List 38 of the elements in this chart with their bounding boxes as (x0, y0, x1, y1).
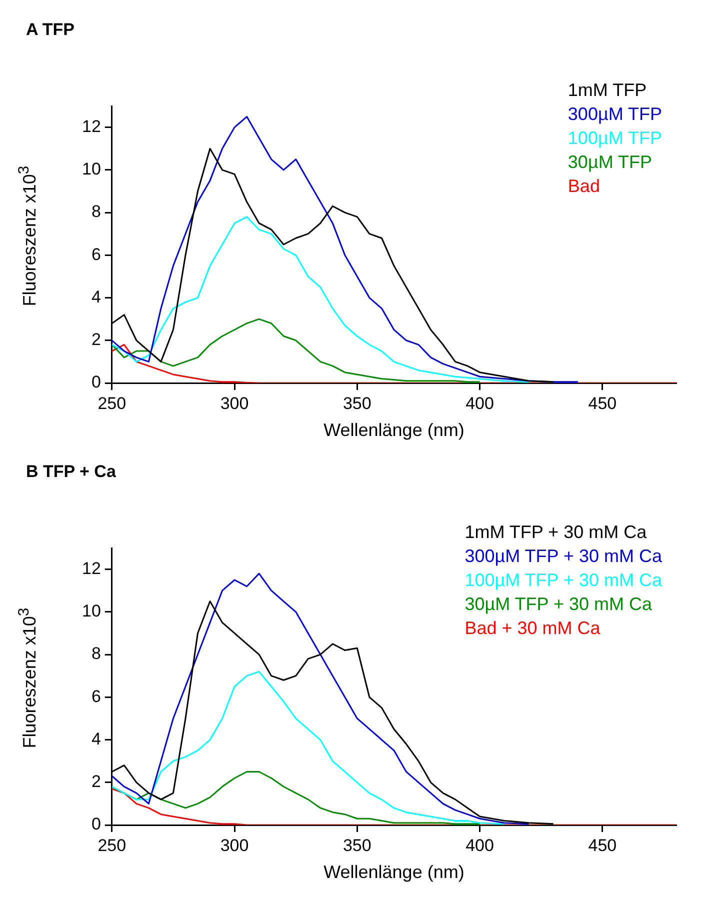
x-tick-label: 400 (466, 394, 494, 413)
x-tick-label: 250 (98, 394, 126, 413)
y-tick-label: 12 (82, 558, 101, 578)
text: 1mM TFP + 30 mM Ca (464, 521, 648, 544)
y-tick-label: 8 (91, 202, 101, 222)
text: 100µM TFP + 30 mM Ca (464, 569, 662, 592)
chart-title: B TFP + Ca (25, 461, 117, 483)
y-tick-label: 6 (91, 686, 101, 706)
text: Bad (568, 175, 601, 198)
text: 300µM TFP (568, 103, 662, 126)
x-tick-label: 350 (342, 394, 372, 413)
x-tick-label: 300 (220, 394, 249, 413)
x-tick-label: 450 (588, 836, 617, 855)
x-axis-title: Wellenlänge (nm) (324, 862, 464, 882)
y-tick-label: 8 (91, 644, 101, 664)
text: 30µM TFP (568, 151, 653, 174)
x-axis-title: Wellenlänge (nm) (324, 420, 464, 440)
y-tick-label: 0 (91, 814, 101, 834)
chart-title: A TFP (25, 19, 76, 41)
x-tick-label: 350 (342, 836, 372, 855)
x-tick-label: 250 (98, 836, 126, 855)
text: 30µM TFP + 30 mM Ca (464, 593, 653, 616)
text: 100µM TFP (568, 127, 662, 150)
y-tick-label: 10 (82, 160, 101, 179)
y-tick-label: 4 (91, 729, 101, 748)
x-tick-label: 450 (588, 394, 617, 413)
text: Bad + 30 mM Ca (464, 617, 602, 640)
y-tick-label: 6 (91, 244, 101, 264)
y-tick-label: 2 (91, 330, 101, 350)
x-tick-label: 400 (466, 836, 494, 855)
y-tick-label: 10 (82, 602, 101, 621)
y-tick-label: 0 (91, 372, 101, 392)
y-tick-label: 4 (91, 287, 101, 306)
y-tick-label: 2 (91, 772, 101, 792)
text: 1mM TFP (568, 79, 648, 102)
text: 300µM TFP + 30 mM Ca (464, 545, 662, 568)
y-tick-label: 12 (82, 116, 101, 136)
x-tick-label: 300 (220, 836, 249, 855)
